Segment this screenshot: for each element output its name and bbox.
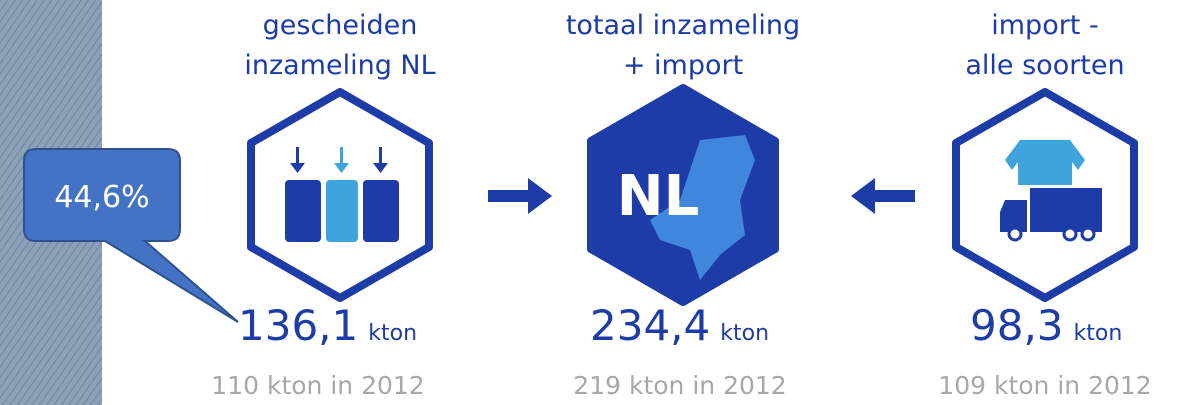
value-line: 234,4 kton xyxy=(590,301,769,350)
panel-title: inzameling NL xyxy=(244,50,435,81)
panel-title: gescheiden xyxy=(263,10,418,41)
previous-year: 110 kton in 2012 xyxy=(211,371,424,400)
panel-title: + import xyxy=(623,50,743,81)
value: 136,1 xyxy=(238,301,358,350)
previous-year: 219 kton in 2012 xyxy=(573,371,786,400)
unit: kton xyxy=(720,321,769,346)
bins-icon xyxy=(251,92,429,298)
panel-title: alle soorten xyxy=(965,50,1124,81)
nl-icon: NL xyxy=(591,88,775,302)
truck-icon xyxy=(956,92,1134,298)
arrow-left xyxy=(851,178,915,214)
panel-title: totaal inzameling xyxy=(566,10,800,41)
value: 234,4 xyxy=(590,301,710,350)
value-line: 98,3 kton xyxy=(970,301,1122,350)
value-line: 136,1 kton xyxy=(238,301,417,350)
unit: kton xyxy=(1074,321,1123,346)
value: 98,3 xyxy=(970,301,1064,350)
infographic: gescheiden inzameling NL totaal inzameli… xyxy=(0,0,1201,405)
unit: kton xyxy=(368,321,417,346)
arrow-right xyxy=(488,178,552,214)
panel-title: import - xyxy=(991,10,1098,41)
callout-text: 44,6% xyxy=(54,180,149,215)
icon-label: NL xyxy=(617,164,700,229)
previous-year: 109 kton in 2012 xyxy=(938,371,1151,400)
